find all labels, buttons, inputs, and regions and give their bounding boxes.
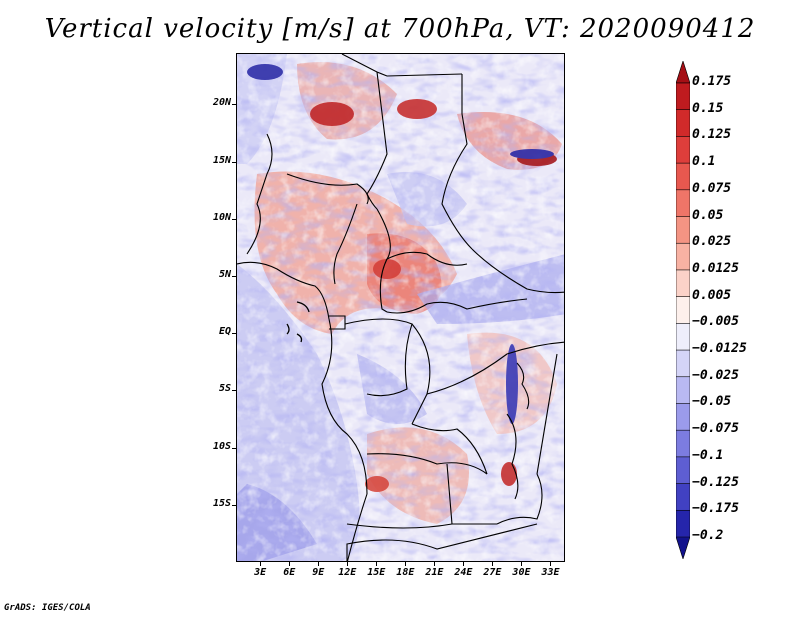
colorbar-tick-label: 0.025 xyxy=(692,234,732,250)
map-panel xyxy=(236,53,565,562)
colorbar-tick-label: −0.005 xyxy=(692,314,739,330)
colorbar-swatch xyxy=(676,509,690,538)
lon-tick-label: 24E xyxy=(454,567,473,578)
lon-tick-label: 9E xyxy=(312,567,325,578)
lon-tick-label: 27E xyxy=(483,567,502,578)
colorbar-swatch xyxy=(676,82,690,111)
lat-tick-label: 5S xyxy=(218,383,231,395)
lon-tick xyxy=(550,562,552,566)
lat-tick xyxy=(232,276,236,278)
lon-tick-label: 6E xyxy=(283,567,296,578)
colorbar-swatch xyxy=(676,61,690,84)
lon-tick-label: 33E xyxy=(541,567,560,578)
lat-tick xyxy=(232,104,236,106)
lat-tick-label: 15N xyxy=(212,154,231,166)
colorbar-swatch xyxy=(676,162,690,191)
colorbar-swatch xyxy=(676,403,690,431)
lat-tick xyxy=(232,447,236,449)
lon-tick-label: 30E xyxy=(512,567,531,578)
lon-tick-label: 18E xyxy=(396,567,415,578)
colorbar-tick-label: 0.125 xyxy=(692,127,732,143)
lon-tick xyxy=(492,562,494,566)
lon-tick-label: 3E xyxy=(254,567,267,578)
lon-tick xyxy=(260,562,262,566)
colorbar-swatch xyxy=(676,456,690,485)
lon-tick xyxy=(347,562,349,566)
lat-tick xyxy=(232,333,236,335)
lat-tick-label: 10S xyxy=(212,440,231,452)
colorbar-swatch xyxy=(676,216,690,245)
lat-tick xyxy=(232,161,236,163)
lat-tick xyxy=(232,504,236,506)
lat-tick-label: 10N xyxy=(212,211,231,223)
colorbar-tick-label: 0.075 xyxy=(692,180,732,196)
colorbar-tick-label: −0.025 xyxy=(692,367,739,383)
colorbar-swatch xyxy=(676,269,690,298)
plot-title: Vertical velocity [m/s] at 700hPa, VT: 2… xyxy=(44,14,756,44)
colorbar-swatch xyxy=(676,296,690,325)
lat-tick-label: EQ xyxy=(218,326,231,338)
colorbar-swatch xyxy=(676,376,690,405)
lon-tick xyxy=(463,562,465,566)
lon-tick-label: 15E xyxy=(367,567,386,578)
lon-tick-label: 12E xyxy=(338,567,357,578)
colorbar-swatch xyxy=(676,189,690,218)
colorbar-swatch xyxy=(676,323,690,351)
country-borders xyxy=(237,54,564,561)
colorbar-tick-label: −0.1 xyxy=(692,447,724,463)
colorbar-swatch xyxy=(676,429,690,458)
colorbar-tick-label: −0.075 xyxy=(692,421,739,437)
colorbar-tick-label: 0.005 xyxy=(692,287,732,303)
lat-tick-label: 5N xyxy=(218,269,231,281)
colorbar-tick-label: 0.15 xyxy=(692,100,724,116)
colorbar-tick-label: −0.05 xyxy=(692,394,732,410)
lat-tick-label: 15S xyxy=(212,497,231,509)
lon-tick xyxy=(318,562,320,566)
lat-tick-label: 20N xyxy=(212,97,231,109)
colorbar xyxy=(676,61,690,559)
software-credit: GrADS: IGES/COLA xyxy=(4,603,91,613)
lon-tick xyxy=(434,562,436,566)
colorbar-tick-label: 0.0125 xyxy=(692,260,739,276)
colorbar-tick-label: 0.05 xyxy=(692,207,724,223)
lon-tick-label: 21E xyxy=(425,567,444,578)
colorbar-tick-label: −0.175 xyxy=(692,501,739,517)
lon-tick xyxy=(289,562,291,566)
colorbar-tick-label: −0.2 xyxy=(692,528,724,543)
colorbar-tick-label: −0.125 xyxy=(692,474,739,490)
colorbar-swatch xyxy=(676,536,690,559)
colorbar-swatch xyxy=(676,483,690,512)
lon-tick xyxy=(376,562,378,566)
colorbar-swatch xyxy=(676,109,690,138)
lon-tick xyxy=(521,562,523,566)
colorbar-swatch xyxy=(676,242,690,271)
colorbar-swatch xyxy=(676,349,690,378)
colorbar-swatch xyxy=(676,136,690,164)
colorbar-tick-label: 0.175 xyxy=(692,74,732,89)
vertical-velocity-field xyxy=(237,54,564,561)
colorbar-tick-label: −0.0125 xyxy=(692,341,747,357)
lon-tick xyxy=(405,562,407,566)
colorbar-tick-label: 0.1 xyxy=(692,154,716,170)
lat-tick xyxy=(232,390,236,392)
lat-tick xyxy=(232,218,236,220)
